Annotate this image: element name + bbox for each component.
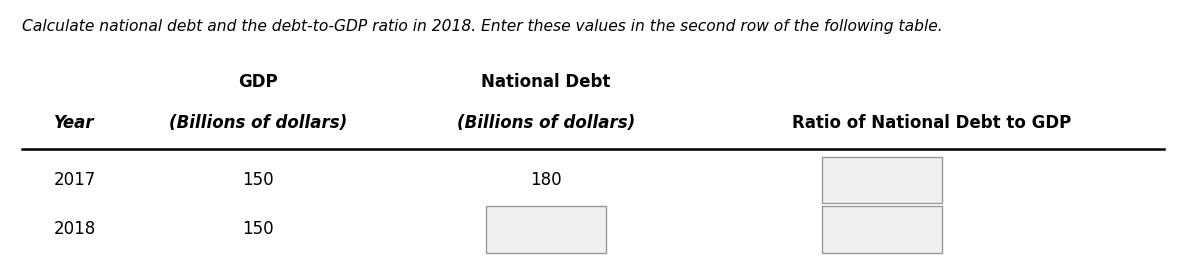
- Text: Year: Year: [54, 114, 95, 132]
- Text: 150: 150: [242, 220, 274, 238]
- Text: 150: 150: [242, 171, 274, 189]
- Bar: [822, 157, 942, 203]
- Text: (Billions of dollars): (Billions of dollars): [457, 114, 635, 132]
- Text: Ratio of National Debt to GDP: Ratio of National Debt to GDP: [792, 114, 1072, 132]
- Text: GDP: GDP: [238, 73, 278, 91]
- Bar: [486, 206, 606, 253]
- Text: National Debt: National Debt: [481, 73, 611, 91]
- Text: 180: 180: [530, 171, 562, 189]
- Text: 2017: 2017: [54, 171, 96, 189]
- Bar: [822, 206, 942, 253]
- Text: (Billions of dollars): (Billions of dollars): [169, 114, 347, 132]
- Text: Calculate national debt and the debt-to-GDP ratio in 2018. Enter these values in: Calculate national debt and the debt-to-…: [22, 19, 942, 34]
- Text: 2018: 2018: [54, 220, 96, 238]
